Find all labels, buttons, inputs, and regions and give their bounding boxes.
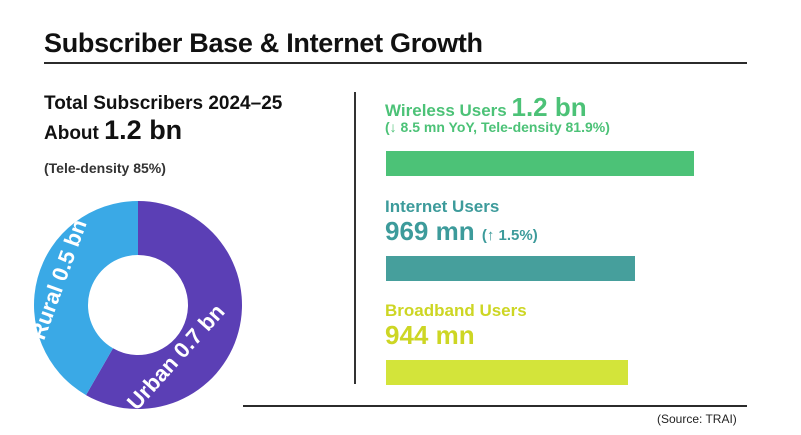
internet-heading: 969 mn (↑ 1.5%) [385, 216, 538, 247]
donut-slice-rural [33, 201, 139, 396]
wireless-label: Wireless Users [385, 101, 507, 120]
broadband-value: 944 mn [385, 320, 475, 350]
broadband-label: Broadband Users [385, 301, 527, 320]
source-note: (Source: TRAI) [657, 412, 737, 426]
internet-change: (↑ 1.5%) [481, 227, 538, 244]
internet-value: 969 mn [385, 216, 475, 246]
vertical-divider [354, 92, 356, 384]
teledensity-note: (Tele-density 85%) [44, 160, 166, 176]
title-divider [44, 62, 747, 64]
total-subscribers-value: About 1.2 bn [44, 115, 182, 146]
total-prefix: About [44, 123, 99, 144]
donut-slice-urban [86, 201, 242, 409]
wireless-subtext: (↓ 8.5 mn YoY, Tele-density 81.9%) [385, 119, 610, 135]
total-value: 1.2 bn [104, 115, 183, 145]
internet-label: Internet Users [385, 197, 500, 216]
footer-divider [243, 405, 747, 407]
wireless-bar [386, 151, 694, 176]
page-title: Subscriber Base & Internet Growth [44, 28, 483, 58]
wireless-value: 1.2 bn [511, 92, 587, 122]
wireless-heading: Wireless Users 1.2 bn [385, 92, 587, 123]
broadband-bar [386, 360, 629, 385]
internet-bar [386, 256, 635, 281]
total-subscribers-heading: Total Subscribers 2024–25 [44, 93, 283, 114]
